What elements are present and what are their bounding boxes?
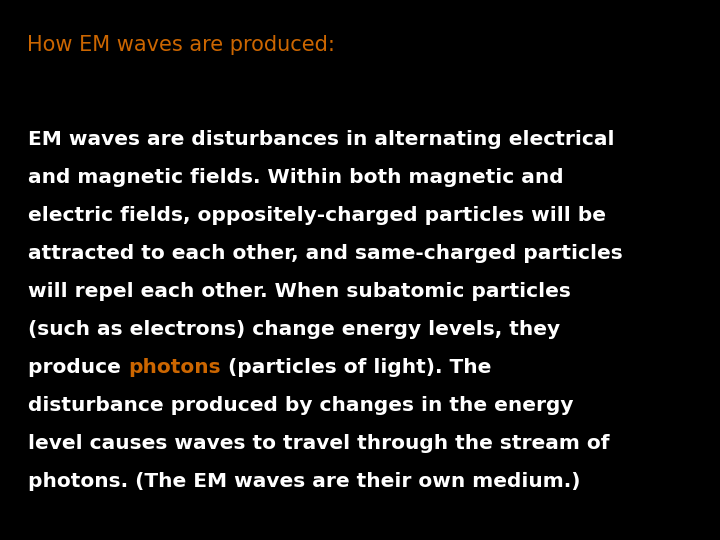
Text: How EM waves are produced:: How EM waves are produced: — [27, 35, 336, 55]
Text: level causes waves to travel through the stream of: level causes waves to travel through the… — [28, 434, 610, 453]
Text: disturbance produced by changes in the energy: disturbance produced by changes in the e… — [28, 396, 574, 415]
Text: electric fields, oppositely-charged particles will be: electric fields, oppositely-charged part… — [28, 206, 606, 225]
Text: produce: produce — [28, 358, 128, 377]
Text: attracted to each other, and same-charged particles: attracted to each other, and same-charge… — [28, 244, 623, 263]
Text: (particles of light). The: (particles of light). The — [220, 358, 491, 377]
Text: (such as electrons) change energy levels, they: (such as electrons) change energy levels… — [28, 320, 560, 339]
Text: EM waves are disturbances in alternating electrical: EM waves are disturbances in alternating… — [28, 130, 614, 149]
Text: photons: photons — [128, 358, 220, 377]
Text: and magnetic fields. Within both magnetic and: and magnetic fields. Within both magneti… — [28, 168, 564, 187]
Text: will repel each other. When subatomic particles: will repel each other. When subatomic pa… — [28, 282, 571, 301]
Text: photons. (The EM waves are their own medium.): photons. (The EM waves are their own med… — [28, 472, 580, 491]
